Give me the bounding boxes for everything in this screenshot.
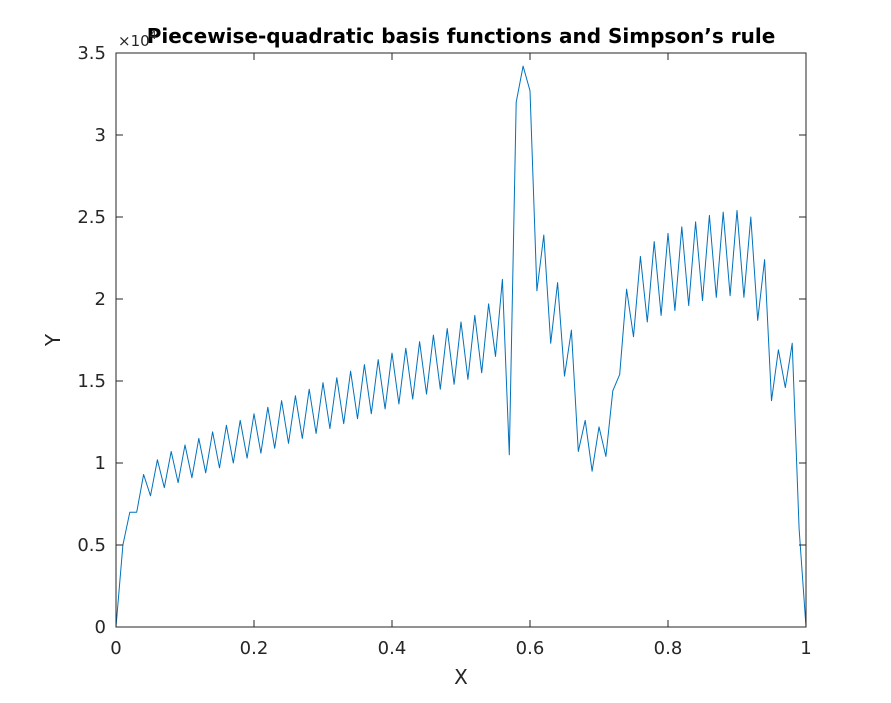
y-axis-label: Y (41, 333, 65, 347)
x-tick-label: 1 (800, 638, 811, 659)
y-tick-label: 2.5 (77, 207, 106, 228)
plot-area (116, 53, 806, 627)
x-tick-label: 0.4 (378, 638, 407, 659)
x-tick-label: 0.8 (654, 638, 683, 659)
y-exponent-base: ×10 (118, 32, 150, 50)
y-tick-label: 3 (95, 125, 106, 146)
y-tick-label: 1.5 (77, 371, 106, 392)
y-tick-label: 3.5 (77, 43, 106, 64)
x-tick-label: 0.6 (516, 638, 545, 659)
x-tick-label: 0.2 (240, 638, 269, 659)
x-axis-label: X (454, 665, 468, 689)
y-exponent-power: 4 (150, 29, 157, 42)
y-tick-label: 0 (95, 617, 106, 638)
chart-title: Piecewise-quadratic basis functions and … (147, 24, 776, 48)
series-layer (115, 65, 807, 628)
y-tick-label: 1 (95, 453, 106, 474)
ticks-layer: 0 0.2 0.4 0.6 0.8 1 0 0.5 1 1.5 2 2.5 3 3.5 (77, 43, 811, 659)
y-tick-label: 0.5 (77, 535, 106, 556)
y-exponent-multiplier: ×104 (118, 29, 157, 50)
series-line (115, 65, 807, 628)
y-tick-label: 2 (95, 289, 106, 310)
x-tick-label: 0 (110, 638, 121, 659)
axes-box (115, 52, 807, 628)
